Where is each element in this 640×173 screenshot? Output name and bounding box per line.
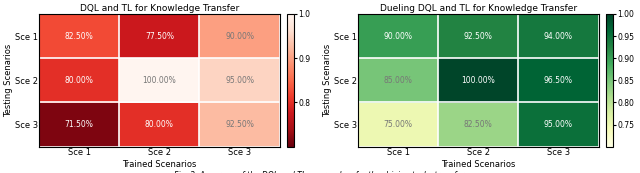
Text: 95.00%: 95.00%: [225, 76, 254, 85]
Text: 100.00%: 100.00%: [461, 76, 495, 85]
Title: Dueling DQL and TL for Knowledge Transfer: Dueling DQL and TL for Knowledge Transfe…: [380, 4, 577, 13]
Text: 90.00%: 90.00%: [225, 31, 254, 40]
Text: 85.00%: 85.00%: [383, 76, 413, 85]
Text: 75.00%: 75.00%: [383, 120, 413, 129]
Text: 82.50%: 82.50%: [65, 31, 93, 40]
Text: 95.00%: 95.00%: [544, 120, 573, 129]
Text: 92.50%: 92.50%: [464, 31, 493, 40]
Text: 80.00%: 80.00%: [65, 76, 93, 85]
Y-axis label: Testing Scenarios: Testing Scenarios: [323, 44, 332, 117]
Y-axis label: Testing Scenarios: Testing Scenarios: [4, 44, 13, 117]
Text: 96.50%: 96.50%: [544, 76, 573, 85]
X-axis label: Trained Scenarios: Trained Scenarios: [122, 160, 196, 169]
Text: 94.00%: 94.00%: [544, 31, 573, 40]
Text: Fig. 2. Accuracy of the DQL and TL approaches for the driving tasks transfer.: Fig. 2. Accuracy of the DQL and TL appro…: [174, 171, 466, 173]
Title: DQL and TL for Knowledge Transfer: DQL and TL for Knowledge Transfer: [80, 4, 239, 13]
Text: 92.50%: 92.50%: [225, 120, 254, 129]
Text: 100.00%: 100.00%: [143, 76, 176, 85]
Text: 77.50%: 77.50%: [145, 31, 174, 40]
Text: 71.50%: 71.50%: [65, 120, 93, 129]
X-axis label: Trained Scenarios: Trained Scenarios: [441, 160, 515, 169]
Text: 82.50%: 82.50%: [464, 120, 493, 129]
Text: 90.00%: 90.00%: [383, 31, 413, 40]
Text: 80.00%: 80.00%: [145, 120, 174, 129]
